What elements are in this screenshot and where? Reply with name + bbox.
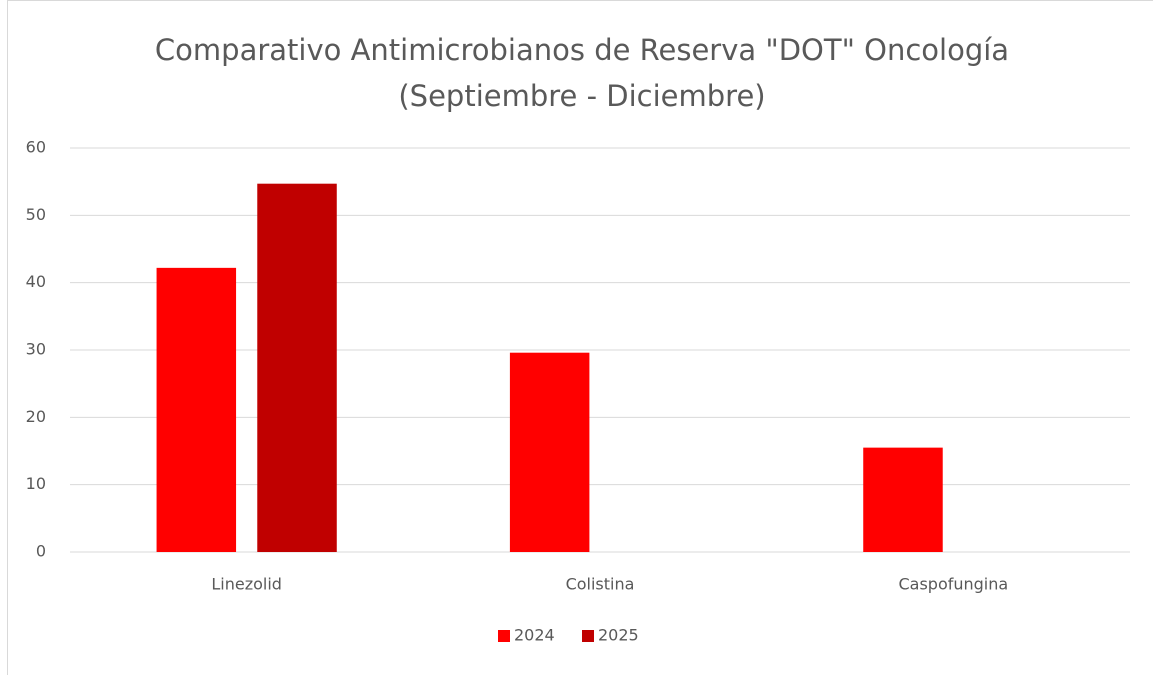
x-tick-label: Linezolid: [211, 575, 282, 594]
x-tick-label: Caspofungina: [898, 575, 1008, 594]
legend-label: 2024: [514, 626, 555, 645]
x-tick-label: Colistina: [566, 575, 635, 594]
chart-subtitle: (Septiembre - Diciembre): [398, 79, 765, 113]
y-tick-label: 20: [26, 407, 46, 426]
bar: [509, 352, 590, 552]
y-tick-label: 10: [26, 474, 46, 493]
legend-swatch: [498, 630, 510, 642]
bar: [863, 447, 943, 552]
y-tick-label: 30: [26, 340, 46, 359]
y-tick-label: 60: [26, 138, 46, 157]
bar: [257, 183, 337, 553]
chart-title: Comparativo Antimicrobianos de Reserva "…: [155, 33, 1009, 67]
y-tick-label: 0: [36, 542, 46, 561]
bar: [156, 267, 237, 552]
y-tick-label: 50: [26, 205, 46, 224]
legend-swatch: [582, 630, 594, 642]
legend-label: 2025: [598, 626, 639, 645]
y-tick-label: 40: [26, 272, 46, 291]
